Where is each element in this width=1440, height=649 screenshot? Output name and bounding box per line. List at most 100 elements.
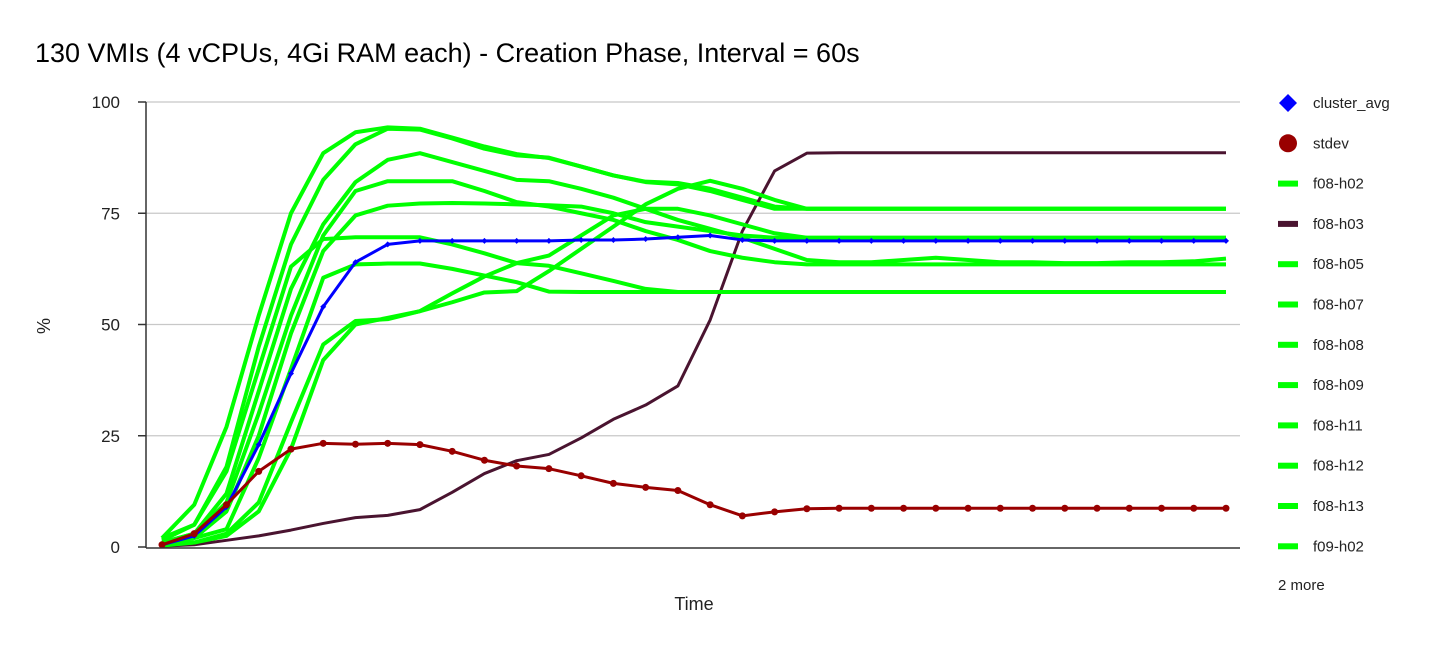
data-point xyxy=(190,530,198,538)
data-point xyxy=(642,483,650,491)
data-point xyxy=(1190,504,1198,512)
legend-label: cluster_avg xyxy=(1313,95,1390,112)
data-point xyxy=(932,237,939,244)
data-point xyxy=(416,441,424,449)
data-point xyxy=(578,236,585,243)
data-point xyxy=(416,237,423,244)
data-point xyxy=(577,472,585,480)
legend-item-cluster_avg[interactable]: cluster_avg xyxy=(1279,94,1390,112)
y-tick-label: 50 xyxy=(101,316,120,335)
line-swatch-icon xyxy=(1278,462,1298,469)
data-point xyxy=(706,501,714,509)
circle-icon xyxy=(1279,134,1297,153)
legend-item-f08-h02[interactable]: f08-h02 xyxy=(1278,176,1364,193)
series-f08-h12 xyxy=(161,261,1226,547)
legend-label: stdev xyxy=(1313,135,1349,152)
data-point xyxy=(320,303,327,310)
data-point xyxy=(1190,237,1197,244)
data-point xyxy=(513,237,520,244)
legend-item-stdev[interactable]: stdev xyxy=(1279,134,1349,153)
legend-label: f08-h08 xyxy=(1313,337,1364,354)
data-point xyxy=(384,241,391,248)
data-point xyxy=(1125,504,1133,512)
series-f08-h08 xyxy=(161,179,1226,545)
legend-item-f08-h11[interactable]: f08-h11 xyxy=(1278,417,1363,434)
y-tick-label: 25 xyxy=(101,427,120,446)
data-point xyxy=(1222,504,1230,512)
line-swatch-icon xyxy=(1278,180,1298,187)
data-point xyxy=(803,505,811,513)
legend-item-f08-h09[interactable]: f08-h09 xyxy=(1278,377,1364,394)
series-cluster_avg xyxy=(159,232,1229,548)
legend-item-f08-h12[interactable]: f08-h12 xyxy=(1278,458,1364,475)
series-f08-h11 xyxy=(161,201,1226,545)
legend-item-f08-h08[interactable]: f08-h08 xyxy=(1278,337,1364,354)
line-swatch-icon xyxy=(1278,422,1298,429)
data-point xyxy=(867,504,875,512)
data-point xyxy=(738,512,746,520)
data-point xyxy=(158,541,166,549)
data-point xyxy=(997,237,1004,244)
y-tick-label: 100 xyxy=(92,93,120,112)
legend-label: f08-h09 xyxy=(1313,377,1364,394)
data-point xyxy=(1223,237,1229,244)
data-point xyxy=(222,501,230,509)
data-point xyxy=(674,234,681,241)
legend-label: f08-h11 xyxy=(1313,417,1363,434)
legend-label: f08-h13 xyxy=(1313,498,1364,515)
data-point xyxy=(481,237,488,244)
data-point xyxy=(1094,237,1101,244)
data-point xyxy=(287,445,295,453)
data-point xyxy=(835,504,843,512)
series-line-stdev xyxy=(161,441,1226,547)
line-swatch-icon xyxy=(1278,301,1298,308)
legend-label: f08-h03 xyxy=(1313,216,1364,233)
line-swatch-icon xyxy=(1278,543,1298,550)
series-line-f08-h11 xyxy=(161,201,1226,545)
legend-item-f08-h13[interactable]: f08-h13 xyxy=(1278,498,1364,515)
legend-item-f08-h03[interactable]: f08-h03 xyxy=(1278,216,1364,233)
diamond-icon xyxy=(1279,94,1297,112)
data-point xyxy=(1158,504,1166,512)
data-point xyxy=(352,259,359,266)
legend-item-f09-h02[interactable]: f09-h02 xyxy=(1278,538,1364,555)
data-point xyxy=(1158,237,1165,244)
data-point xyxy=(287,370,294,377)
series-f08-h03 xyxy=(161,151,1226,548)
x-axis-label: Time xyxy=(674,594,713,614)
line-swatch-icon xyxy=(1278,220,1298,227)
legend-label: f08-h05 xyxy=(1313,256,1364,273)
data-point xyxy=(1029,504,1037,512)
data-point xyxy=(610,236,617,243)
data-point xyxy=(480,456,488,464)
y-tick-label: 0 xyxy=(111,538,120,557)
data-point xyxy=(771,508,779,516)
legend-item-f08-h07[interactable]: f08-h07 xyxy=(1278,297,1364,314)
legend-more-link[interactable]: 2 more xyxy=(1278,577,1325,594)
data-point xyxy=(449,237,456,244)
line-swatch-icon xyxy=(1278,261,1298,268)
data-point xyxy=(513,462,521,470)
data-point xyxy=(351,440,359,448)
data-point xyxy=(1061,237,1068,244)
data-point xyxy=(642,236,649,243)
line-swatch-icon xyxy=(1278,382,1298,389)
series-line-f08-h12 xyxy=(161,261,1226,547)
data-point xyxy=(996,504,1004,512)
series-line-f09-h02 xyxy=(161,206,1226,548)
data-point xyxy=(1061,504,1069,512)
chart-title: 130 VMIs (4 vCPUs, 4Gi RAM each) - Creat… xyxy=(35,38,860,68)
data-point xyxy=(448,447,456,455)
data-point xyxy=(868,237,875,244)
data-point xyxy=(545,237,552,244)
series-f08-h05 xyxy=(161,126,1226,543)
y-axis-label: % xyxy=(34,318,54,334)
series-f09-h02 xyxy=(161,206,1226,548)
legend-label: f09-h02 xyxy=(1313,538,1364,555)
data-point xyxy=(964,504,972,512)
data-point xyxy=(1093,504,1101,512)
data-point xyxy=(255,467,263,475)
line-swatch-icon xyxy=(1278,341,1298,348)
legend-item-f08-h05[interactable]: f08-h05 xyxy=(1278,256,1364,273)
series-line-f08-h08 xyxy=(161,179,1226,545)
